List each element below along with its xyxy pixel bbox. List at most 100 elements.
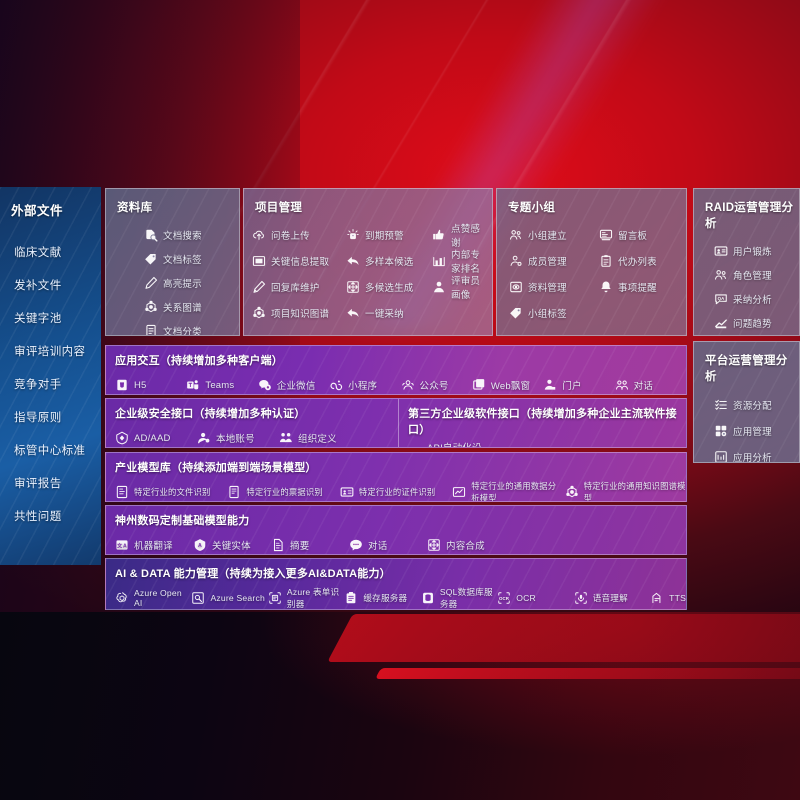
project-item-reviewer-portrait[interactable]: 评审员画像	[432, 275, 484, 301]
sidebar-item-standards-center[interactable]: 标管中心标准	[14, 445, 86, 457]
project-item-expert-ranking[interactable]: 内部专家排名	[432, 249, 484, 275]
raid-item-label: 用户锻炼	[733, 247, 772, 258]
project-item-key-info-extract[interactable]: 关键信息提取	[252, 249, 346, 273]
project-item-thumbs-thanks[interactable]: 点赞感谢	[432, 223, 484, 249]
project-item-knowledge-graph[interactable]: 项目知识图谱	[252, 301, 346, 325]
graph-network-icon	[144, 300, 158, 314]
band-ai-data-capability: AI & DATA 能力管理（持续为接入更多AI&DATA能力） Azure O…	[105, 558, 687, 610]
platform-item-app-management[interactable]: 应用管理	[702, 418, 791, 444]
id-recognition-icon	[340, 485, 354, 499]
szdm-item-dialog[interactable]: 对话	[349, 533, 427, 554]
sidebar-item-supplement-files[interactable]: 发补文件	[14, 280, 62, 292]
aidata-item-sql-database-server[interactable]: SQL数据库服务器	[421, 586, 497, 609]
group-item-message-board[interactable]: 留言板	[599, 223, 678, 247]
project-item-multi-candidate-generate[interactable]: 多候选生成	[346, 275, 432, 299]
sidebar-list: 临床文献 发补文件 关键字池 审评培训内容 竞争对手 指导原则 标管中心标准 审…	[0, 237, 101, 534]
project-item-expiry-alert[interactable]: 到期预警	[346, 223, 432, 247]
raid-item-role-management[interactable]: 角色管理	[702, 263, 791, 287]
industry-item-data-analysis-model[interactable]: 特定行业的通用数据分析模型	[452, 480, 564, 501]
project-item-label: 项目知识图谱	[271, 309, 330, 320]
group-item-event-reminder[interactable]: 事项提醒	[599, 275, 678, 299]
raid-item-adoption-analysis[interactable]: QA 采纳分析	[702, 287, 791, 311]
sidebar-item-review-report[interactable]: 审评报告	[14, 478, 62, 490]
project-item-questionnaire-upload[interactable]: 问卷上传	[252, 223, 346, 247]
sidebar-item-clinical-literature[interactable]: 临床文献	[14, 247, 62, 259]
platform-item-resource-allocation[interactable]: 资源分配	[702, 392, 791, 418]
interact-item-dialog[interactable]: 对话	[615, 373, 686, 394]
library-item-document-tag[interactable]: 文档标签	[114, 247, 231, 271]
library-item-document-search[interactable]: 文档搜索	[114, 223, 231, 247]
raid-item-issue-trend[interactable]: 问题趋势	[702, 311, 791, 335]
group-item-material-management[interactable]: 资料管理	[509, 275, 599, 299]
interact-item-portal[interactable]: 门户	[543, 373, 614, 394]
industry-item-file-recognition[interactable]: 特定行业的文件识别	[115, 480, 227, 501]
group-item-todo-list[interactable]: 代办列表	[599, 249, 678, 273]
aidata-item-form-recognizer[interactable]: Azure 表单识别器	[268, 586, 344, 609]
dialog-people-icon	[615, 378, 629, 392]
industry-item-id-recognition[interactable]: 特定行业的证件识别	[340, 480, 452, 501]
panel-project-title: 项目管理	[255, 202, 303, 214]
interact-item-web-float-window[interactable]: Web飘窗	[472, 373, 543, 394]
sidebar-item-review-training[interactable]: 审评培训内容	[14, 346, 86, 358]
group-item-group-tag[interactable]: 小组标签	[509, 301, 599, 325]
security-item-ad-aad[interactable]: AD/AAD	[115, 426, 197, 447]
interact-item-official-account[interactable]: 公众号	[401, 373, 472, 394]
svg-text:OCR: OCR	[499, 596, 510, 601]
szdm-item-summary[interactable]: 摘要	[271, 533, 349, 554]
group-item-create-group[interactable]: 小组建立	[509, 223, 599, 247]
interact-item-wechat-work[interactable]: 企业微信	[258, 373, 329, 394]
aidata-item-ocr[interactable]: OCR OCR	[497, 586, 573, 609]
aidata-item-speech-understanding[interactable]: 语音理解	[574, 586, 650, 609]
project-item-label: 点赞感谢	[451, 224, 481, 249]
search-doc-icon	[191, 591, 205, 605]
security-item-local-account[interactable]: 本地账号	[197, 426, 279, 447]
thirdparty-item-api-designer[interactable]: API自动化设计器	[408, 442, 490, 447]
aidata-item-cache-server[interactable]: 缓存服务器	[344, 586, 420, 609]
interact-item-h5[interactable]: H5	[115, 373, 186, 394]
wechat-work-icon	[258, 378, 272, 392]
sidebar-item-guidelines[interactable]: 指导原则	[14, 412, 62, 424]
aidata-item-azure-search[interactable]: Azure Search	[191, 586, 267, 609]
library-item-highlight-hint[interactable]: 高亮提示	[114, 271, 231, 295]
project-item-one-click-adopt[interactable]: 一键采纳	[346, 301, 432, 325]
aidata-item-label: Azure Search	[210, 593, 265, 603]
szdm-item-content-synthesis[interactable]: 内容合成	[427, 533, 505, 554]
library-item-relation-graph[interactable]: 关系图谱	[114, 295, 231, 319]
panel-raid-analysis: RAID运营管理分析 用户锻炼 角色管理 QA 采纳分析 问题趋势	[693, 188, 800, 336]
sidebar-item-common-issues[interactable]: 共性问题	[14, 511, 62, 523]
panel-raid-body: 用户锻炼 角色管理 QA 采纳分析 问题趋势	[694, 231, 799, 335]
library-item-document-classify[interactable]: 文档分类	[114, 319, 231, 335]
trend-chart-icon	[714, 316, 728, 330]
aidata-item-label: TTS	[669, 593, 687, 603]
task-list-icon	[714, 398, 728, 412]
aidata-item-tts[interactable]: TTS	[650, 586, 687, 609]
platform-item-app-analysis[interactable]: 应用分析	[702, 444, 791, 462]
panel-group-title: 专题小组	[508, 202, 556, 214]
industry-item-receipt-recognition[interactable]: 特定行业的票据识别	[227, 480, 339, 501]
local-account-icon	[197, 431, 211, 445]
clipboard-list-icon	[599, 254, 613, 268]
raid-item-user-training[interactable]: 用户锻炼	[702, 239, 791, 263]
sidebar-item-keyword-pool[interactable]: 关键字池	[14, 313, 62, 325]
industry-item-knowledge-graph-model[interactable]: 特定行业的通用知识图谱模型	[565, 480, 686, 501]
mini-program-icon	[329, 378, 343, 392]
band-industry-model-library: 产业模型库（持续添加端到端场景模型） 特定行业的文件识别 特定行业的票据识别 特…	[105, 452, 687, 502]
security-item-org-define[interactable]: 组织定义	[279, 426, 361, 447]
panel-library-title: 资料库	[117, 202, 153, 214]
panel-platform-title: 平台运营管理分析	[705, 355, 788, 383]
web-window-icon	[472, 378, 486, 392]
sidebar-item-competitors[interactable]: 竞争对手	[14, 379, 62, 391]
file-recognition-icon	[115, 485, 129, 499]
group-item-member-management[interactable]: 成员管理	[509, 249, 599, 273]
project-item-reply-library-maintain[interactable]: 回复库维护	[252, 275, 346, 299]
interact-item-mini-program[interactable]: 小程序	[329, 373, 400, 394]
highlight-pen-icon	[144, 276, 158, 290]
szdm-item-key-entity[interactable]: A 关键实体	[193, 533, 271, 554]
band-industry-items: 特定行业的文件识别 特定行业的票据识别 特定行业的证件识别 特定行业的通用数据分…	[106, 475, 686, 501]
platform-item-label: 应用管理	[733, 427, 772, 438]
szdm-item-label: 内容合成	[446, 541, 485, 552]
aidata-item-azure-open-ai[interactable]: Azure Open AI	[115, 586, 191, 609]
interact-item-teams[interactable]: Teams	[186, 373, 257, 394]
project-item-multi-sample-candidates[interactable]: 多样本候选	[346, 249, 432, 273]
